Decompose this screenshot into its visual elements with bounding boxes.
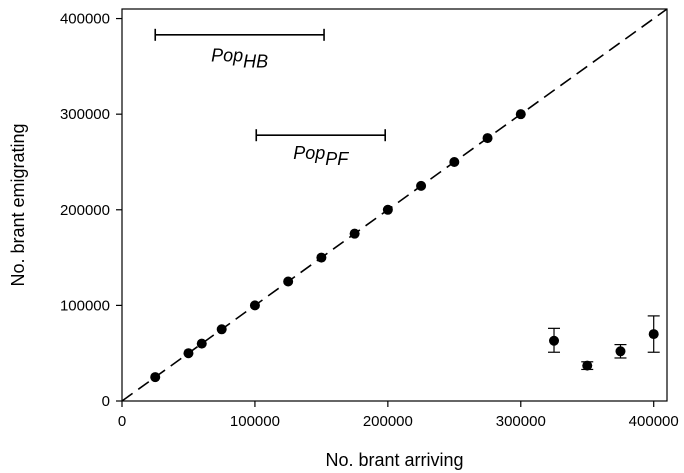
data-point xyxy=(150,372,160,382)
data-point xyxy=(416,181,426,191)
data-point xyxy=(350,229,360,239)
y-tick-label: 400000 xyxy=(60,11,110,28)
y-tick-label: 100000 xyxy=(60,297,110,314)
data-point xyxy=(197,339,207,349)
x-tick-label: 300000 xyxy=(496,413,546,430)
data-point xyxy=(183,348,193,358)
x-tick-label: 0 xyxy=(118,413,126,430)
y-tick-label: 200000 xyxy=(60,202,110,219)
error-bars-group xyxy=(548,316,660,370)
x-axis-ticks: 0 100000 200000 300000 400000 xyxy=(118,401,679,430)
range-label-main: Pop xyxy=(211,46,243,66)
y-axis-label: No. brant emigrating xyxy=(8,123,28,286)
range-label-subscript: HB xyxy=(243,52,268,72)
data-point-with-error xyxy=(549,336,559,346)
data-point-with-error xyxy=(615,346,625,356)
data-point-with-error xyxy=(649,329,659,339)
data-point-with-error xyxy=(582,361,592,371)
data-point xyxy=(283,276,293,286)
range-label-main: Pop xyxy=(293,143,325,163)
y-tick-label: 300000 xyxy=(60,106,110,123)
data-point xyxy=(316,253,326,263)
data-point xyxy=(449,157,459,167)
y-axis-ticks: 0 100000 200000 300000 400000 xyxy=(60,11,122,410)
points-group xyxy=(150,109,658,382)
range-label: PopHB xyxy=(211,46,268,72)
data-point xyxy=(217,324,227,334)
range-label-subscript: PF xyxy=(325,149,349,169)
x-tick-label: 100000 xyxy=(230,413,280,430)
range-label: PopPF xyxy=(293,143,349,169)
x-axis-label: No. brant arriving xyxy=(325,450,463,470)
x-tick-label: 200000 xyxy=(363,413,413,430)
data-point xyxy=(383,205,393,215)
x-tick-label: 400000 xyxy=(629,413,679,430)
data-point xyxy=(483,133,493,143)
data-point xyxy=(516,109,526,119)
data-point xyxy=(250,300,260,310)
y-tick-label: 0 xyxy=(102,393,110,410)
